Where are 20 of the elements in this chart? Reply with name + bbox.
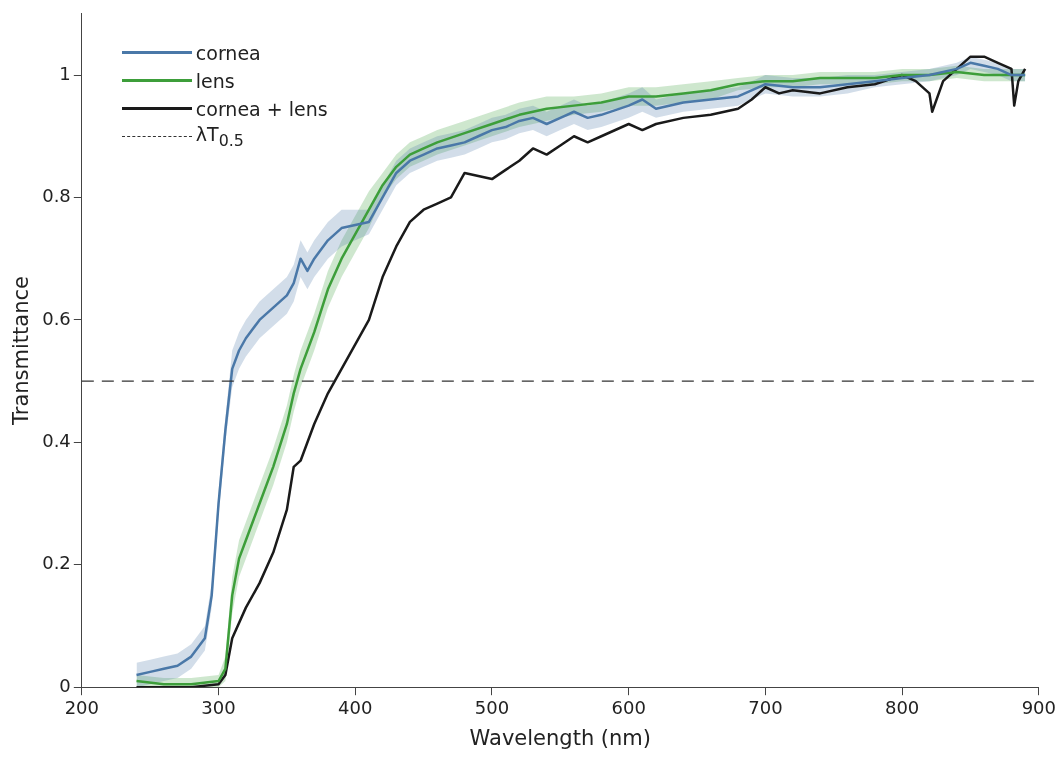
x-tick-label: 300 — [201, 696, 236, 718]
y-tick-label: 0.8 — [42, 185, 71, 207]
x-tick-label: 600 — [611, 696, 646, 718]
x-tick-label: 700 — [748, 696, 783, 718]
legend-label: cornea + lens — [195, 97, 328, 120]
x-tick-label: 500 — [474, 696, 510, 718]
legend-label: λT$_{0.5}$ — [195, 123, 244, 151]
y-tick-label: 0 — [59, 674, 71, 696]
legend-label: lens — [195, 69, 235, 92]
x-axis-title: Wavelength (nm) — [469, 725, 652, 750]
x-tick-label: 200 — [64, 696, 100, 718]
x-tick-label: 800 — [884, 696, 920, 718]
y-tick-label: 0.4 — [42, 430, 71, 451]
x-tick-label: 900 — [1021, 696, 1056, 718]
y-tick-label: 1 — [59, 62, 71, 84]
x-tick-label: 400 — [338, 696, 373, 718]
y-tick-label: 0.2 — [42, 552, 71, 574]
y-axis-title: Transmittance — [9, 276, 34, 426]
y-tick-label: 0.6 — [42, 307, 71, 329]
legend-label: cornea — [195, 41, 261, 64]
